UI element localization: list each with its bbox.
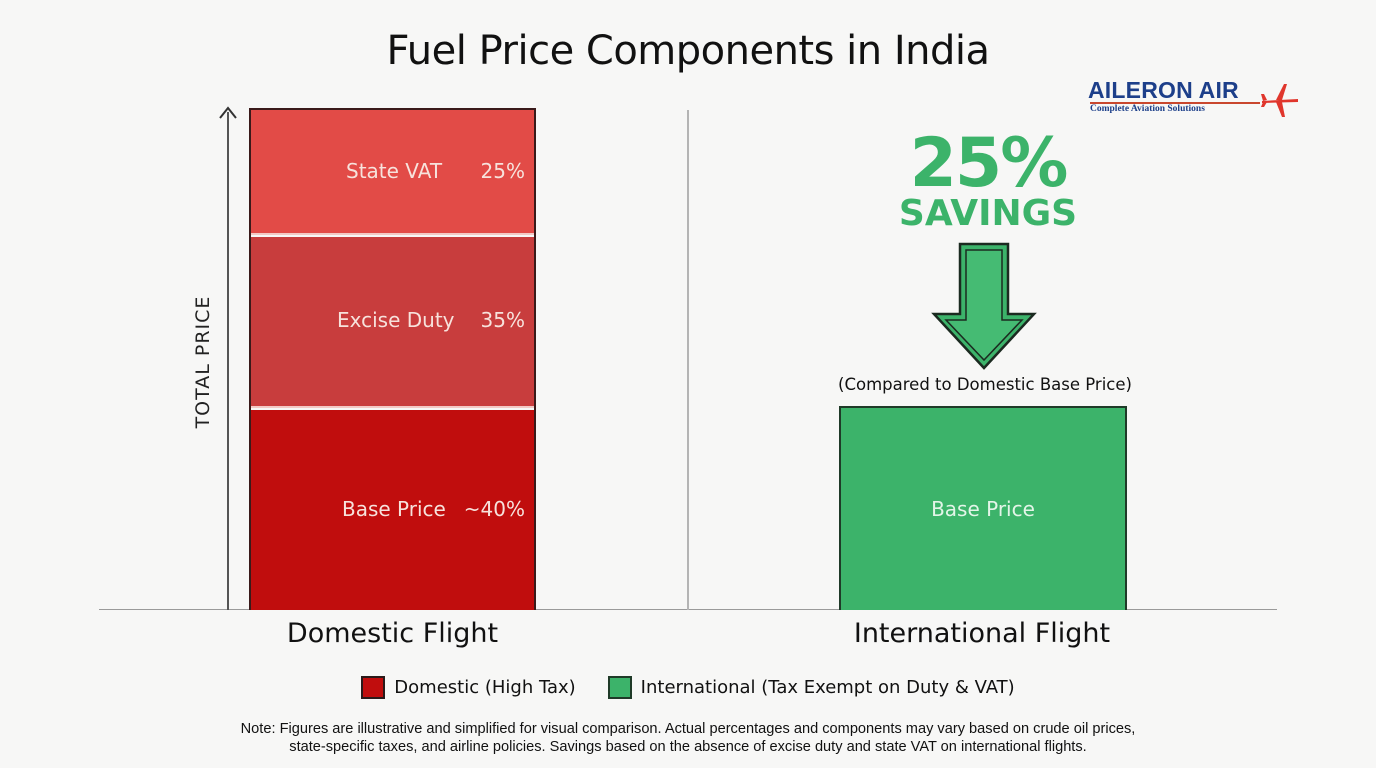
segment-excise-duty: Excise Duty 35% xyxy=(251,237,534,408)
category-label-international: International Flight xyxy=(853,618,1111,649)
segment-label: Base Price xyxy=(342,497,446,521)
segment-label: State VAT xyxy=(346,159,443,183)
panel-divider xyxy=(687,110,689,610)
footnote-line-2: state-specific taxes, and airline polici… xyxy=(289,739,1087,755)
logo-name: AILERON AIR xyxy=(1088,77,1239,103)
legend-item-international: International (Tax Exempt on Duty & VAT) xyxy=(607,676,1015,699)
logo-tagline: Complete Aviation Solutions xyxy=(1090,104,1205,114)
legend-swatch-green xyxy=(607,676,632,699)
savings-percent: 25% xyxy=(909,124,1069,203)
legend-item-domestic: Domestic (High Tax) xyxy=(361,676,576,699)
legend-swatch-red xyxy=(361,676,386,699)
international-bar: Base Price xyxy=(839,406,1127,610)
legend: Domestic (High Tax) International (Tax E… xyxy=(0,676,1376,699)
down-arrow-icon xyxy=(931,242,1037,370)
segment-base-price: Base Price ~40% xyxy=(251,410,534,610)
segment-state-vat: State VAT 25% xyxy=(251,110,534,235)
segment-label: Base Price xyxy=(931,497,1035,521)
legend-label: Domestic (High Tax) xyxy=(394,677,576,698)
segment-value: 25% xyxy=(480,159,525,183)
segment-label: Excise Duty xyxy=(337,308,455,332)
domestic-stacked-bar: State VAT 25% Excise Duty 35% Base Price… xyxy=(249,108,536,610)
logo-underline xyxy=(1090,102,1260,104)
legend-label: International (Tax Exempt on Duty & VAT) xyxy=(640,677,1015,698)
footnote: Note: Figures are illustrative and simpl… xyxy=(0,720,1376,756)
aileron-air-logo: AILERON AIR Complete Aviation Solutions xyxy=(1088,78,1300,120)
segment-value: 35% xyxy=(480,308,525,332)
airplane-icon xyxy=(1261,84,1298,117)
savings-label: SAVINGS xyxy=(898,193,1078,234)
category-label-domestic: Domestic Flight xyxy=(286,618,499,649)
comparison-note: (Compared to Domestic Base Price) xyxy=(838,375,1132,394)
footnote-line-1: Note: Figures are illustrative and simpl… xyxy=(240,721,1136,737)
y-axis-label: TOTAL PRICE xyxy=(192,295,214,429)
y-axis-arrow-icon xyxy=(219,106,237,119)
segment-value: ~40% xyxy=(463,497,525,521)
y-axis-line xyxy=(227,112,229,610)
chart-title: Fuel Price Components in India xyxy=(386,28,990,74)
